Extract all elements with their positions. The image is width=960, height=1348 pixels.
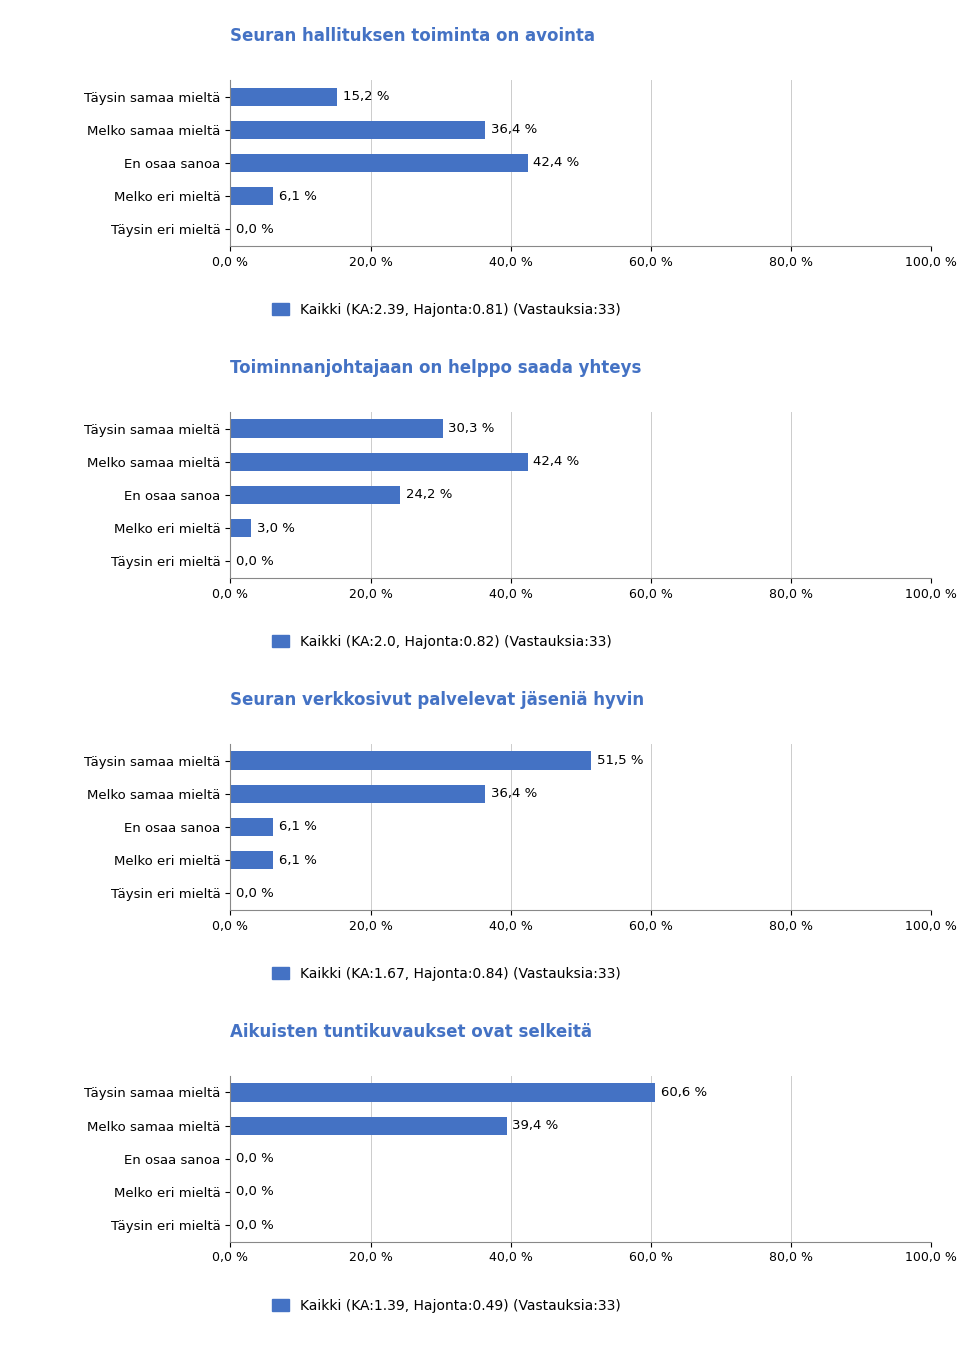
Bar: [230, 187, 274, 205]
Text: Toiminnanjohtajaan on helppo saada yhteys: Toiminnanjohtajaan on helppo saada yhtey…: [230, 359, 642, 377]
Bar: [230, 519, 252, 538]
Text: 6,1 %: 6,1 %: [278, 821, 317, 833]
Bar: [230, 785, 486, 803]
Bar: [230, 1084, 655, 1101]
Text: 51,5 %: 51,5 %: [597, 754, 643, 767]
Bar: [230, 485, 400, 504]
Legend: Kaikki (KA:1.39, Hajonta:0.49) (Vastauksia:33): Kaikki (KA:1.39, Hajonta:0.49) (Vastauks…: [273, 1298, 621, 1313]
Text: 0,0 %: 0,0 %: [236, 222, 274, 236]
Text: 42,4 %: 42,4 %: [533, 456, 580, 468]
Legend: Kaikki (KA:2.0, Hajonta:0.82) (Vastauksia:33): Kaikki (KA:2.0, Hajonta:0.82) (Vastauksi…: [273, 635, 612, 648]
Bar: [230, 154, 528, 173]
Legend: Kaikki (KA:2.39, Hajonta:0.81) (Vastauksia:33): Kaikki (KA:2.39, Hajonta:0.81) (Vastauks…: [273, 303, 621, 317]
Text: 6,1 %: 6,1 %: [278, 190, 317, 202]
Text: 36,4 %: 36,4 %: [492, 787, 538, 801]
Text: 30,3 %: 30,3 %: [448, 422, 494, 435]
Text: Seuran hallituksen toiminta on avointa: Seuran hallituksen toiminta on avointa: [230, 27, 595, 44]
Text: 0,0 %: 0,0 %: [236, 1219, 274, 1232]
Text: 39,4 %: 39,4 %: [512, 1119, 559, 1132]
Text: 6,1 %: 6,1 %: [278, 853, 317, 867]
Text: Seuran verkkosivut palvelevat jäseniä hyvin: Seuran verkkosivut palvelevat jäseniä hy…: [230, 690, 644, 709]
Bar: [230, 419, 443, 438]
Text: Aikuisten tuntikuvaukset ovat selkeitä: Aikuisten tuntikuvaukset ovat selkeitä: [230, 1023, 592, 1041]
Text: 24,2 %: 24,2 %: [405, 488, 452, 501]
Bar: [230, 453, 528, 470]
Text: 60,6 %: 60,6 %: [660, 1086, 707, 1099]
Text: 3,0 %: 3,0 %: [257, 522, 295, 535]
Text: 0,0 %: 0,0 %: [236, 887, 274, 899]
Bar: [230, 88, 337, 105]
Text: 42,4 %: 42,4 %: [533, 156, 580, 170]
Text: 0,0 %: 0,0 %: [236, 1153, 274, 1165]
Legend: Kaikki (KA:1.67, Hajonta:0.84) (Vastauksia:33): Kaikki (KA:1.67, Hajonta:0.84) (Vastauks…: [273, 967, 621, 980]
Bar: [230, 818, 274, 836]
Text: 36,4 %: 36,4 %: [492, 123, 538, 136]
Bar: [230, 851, 274, 869]
Text: 0,0 %: 0,0 %: [236, 1185, 274, 1198]
Text: 0,0 %: 0,0 %: [236, 555, 274, 568]
Text: 15,2 %: 15,2 %: [343, 90, 389, 104]
Bar: [230, 121, 486, 139]
Bar: [230, 751, 591, 770]
Bar: [230, 1116, 507, 1135]
